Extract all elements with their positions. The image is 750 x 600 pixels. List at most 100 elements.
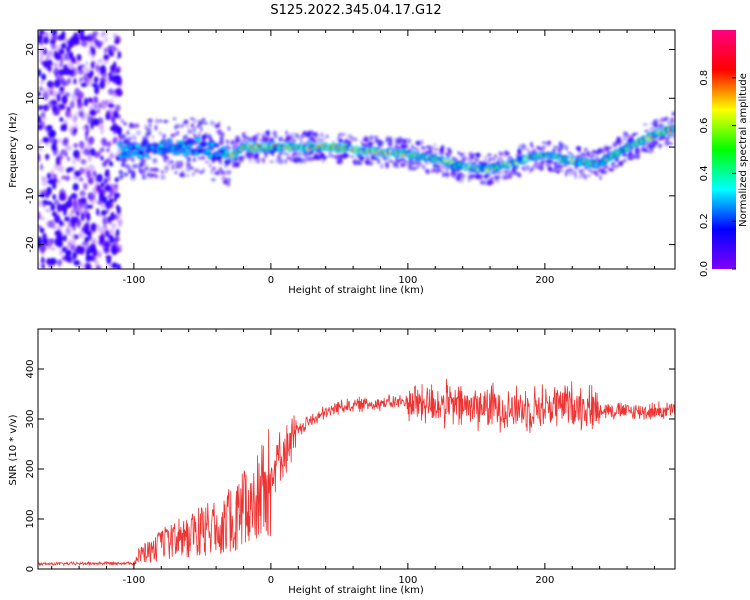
spectrogram-cell [79,262,84,269]
spectrogram-cell [292,152,297,155]
spectrogram-cell [46,172,51,179]
spectrogram-cell [473,153,479,156]
spectrogram-cell [143,167,150,171]
y-tick-label: 300 [25,409,36,428]
spectrogram-cell [61,175,67,180]
spectrogram-cell [106,231,111,239]
spectrogram-cell [221,170,227,176]
spectrogram-cell [369,162,374,165]
spectrogram-cell [217,130,222,136]
spectrogram-cell [496,173,500,179]
spectrogram-cell [208,133,212,139]
spectrogram-cell [38,91,41,97]
spectrogram-cell [72,183,79,191]
spectrogram-cell [664,116,669,121]
spectrogram-cell [189,166,194,170]
spectrogram-cell [339,139,344,143]
spectrogram-cell [64,216,70,222]
colorbar-label: Normalized spectral amplitude [738,73,749,227]
spectrogram-cell [117,220,123,228]
spectrogram-cell [266,151,271,155]
spectrogram-cell [585,153,591,158]
spectrogram-cell [80,159,87,165]
spectrogram-cell [558,167,562,171]
spectrogram-cell [532,164,536,171]
spectrogram-cell [87,50,91,56]
spectrogram-cell [163,157,167,163]
spectrogram-cell [42,88,49,94]
spectrogram-cell [87,177,94,185]
spectrogram-cell [511,172,515,176]
spectrogram-cell [401,138,406,142]
spectrogram-cell [326,155,331,158]
spectrogram-cell [614,159,620,162]
spectrogram-cell [415,140,421,145]
spectrogram-cell [82,125,86,131]
snr-ylabel: SNR (10 * v/v) [8,414,19,485]
spectrogram-cell [180,124,184,128]
spectrogram-cell [51,35,57,42]
spectrogram-cell [524,169,527,173]
spectrogram-cell [38,200,44,207]
spectrogram-cell [110,185,116,192]
spectrogram-cell [111,262,118,269]
spectrogram-cell [161,140,166,144]
spectrogram-cell [218,140,224,146]
spectrogram-cell [195,138,201,142]
y-tick-label: -10 [25,188,36,204]
spectrogram-cell [44,137,50,143]
spectrogram-cell [460,152,466,155]
spectrogram-cell [52,90,57,99]
spectrogram-cell [558,147,563,151]
spectrogram-cell [620,140,625,144]
spectrogram-cell [480,173,483,178]
spectrogram-cell [625,132,629,136]
spectrogram-cell [298,158,303,162]
colorbar-ticks: 0.0 0.2 0.4 0.6 0.8 [699,70,736,277]
spectrogram-cell [289,135,292,140]
spectrogram-cell [68,51,73,60]
spectrogram-cell [38,243,45,253]
spectrogram-cell [627,135,633,139]
spectrogram-cell [261,135,266,142]
colorbar-tick-label: 0.2 [699,213,710,229]
spectrogram-cell [166,160,172,166]
spectrogram-cell [41,73,47,81]
spectrogram-cell [62,234,67,242]
spectrogram-cell [265,130,271,135]
spectrogram-cell [113,192,121,199]
spectrogram-cell [344,139,350,145]
spectrogram-cell [251,135,257,142]
spectrogram-cell [57,76,64,83]
spectrogram-cell [555,170,561,174]
spectrogram-cell [81,115,86,121]
spectrogram-cell [438,150,442,157]
snr-plot-area [38,329,675,569]
spectrogram-cell [145,132,150,138]
spectrogram-cell [105,110,110,118]
spectrogram-cell [88,42,95,51]
spectrogram-cell [87,115,93,125]
x-tick-label: -100 [123,575,146,586]
spectrogram-cell [86,265,90,269]
spectrogram-cell [110,213,117,219]
spectrogram-cell [598,167,601,173]
spectrogram-cell [185,125,190,129]
spectrogram-cell [227,126,231,131]
spectrogram-cell [100,103,106,109]
spectrogram-cell [529,141,534,147]
spectrogram-cell [135,145,140,148]
spectrogram-cell [380,163,384,169]
spectrogram-cell [101,140,108,147]
spectrogram-cell [38,106,42,111]
spectrogram-cell [644,129,650,133]
spectrogram-cell [191,171,195,177]
spectrogram-cell [440,170,445,173]
spectrogram-cell [202,118,206,122]
spectrogram-cell [77,197,85,203]
spectrogram-cell [442,172,448,176]
spectrogram-cell [71,240,77,249]
spectrogram-cell [224,151,229,154]
spectrogram-cell [376,139,382,143]
spectrogram-cell [63,53,70,61]
